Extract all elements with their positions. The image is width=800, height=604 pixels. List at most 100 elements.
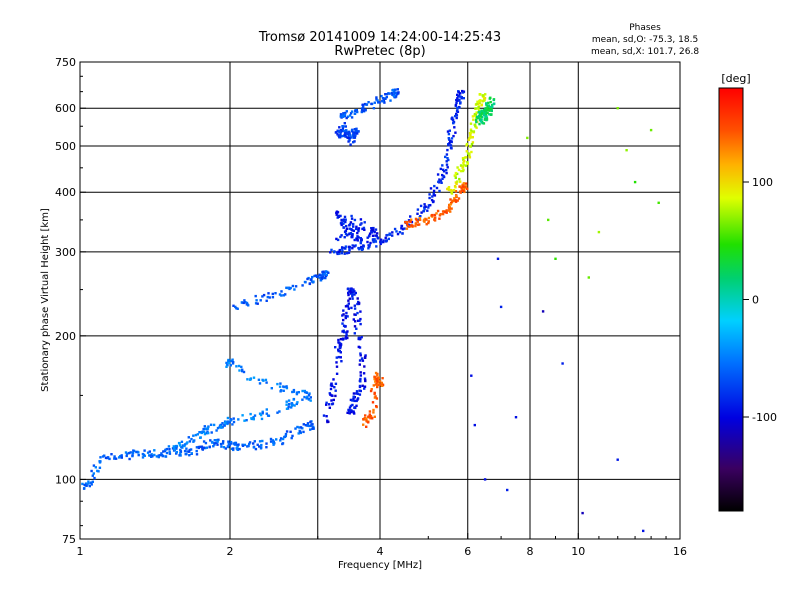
scatter-point (359, 322, 362, 326)
scatter-point (367, 101, 370, 104)
scatter-point (199, 445, 202, 448)
scatter-point (327, 420, 330, 423)
scatter-point (377, 383, 381, 387)
scatter-point (339, 345, 342, 348)
scatter-point (396, 232, 400, 236)
scatter-point (445, 153, 449, 156)
scatter-point (481, 94, 485, 97)
scatter-point (81, 482, 84, 486)
scatter-point (297, 432, 300, 435)
scatter-point (343, 133, 346, 137)
scatter-point (332, 378, 335, 381)
scatter-point (221, 442, 225, 445)
scatter-point (338, 248, 341, 252)
scatter-point (340, 223, 343, 227)
scatter-point (348, 131, 351, 134)
scatter-point (491, 104, 494, 107)
scatter-point (358, 389, 361, 392)
scatter-point (346, 330, 349, 333)
scatter-point (349, 398, 353, 402)
scatter-point (479, 111, 482, 114)
scatter-point (359, 237, 362, 240)
scatter-point (198, 431, 201, 434)
scatter-point (391, 231, 394, 234)
scatter-point (420, 211, 423, 214)
scatter-point (324, 270, 328, 273)
scatter-point (349, 112, 353, 115)
scatter-point (232, 447, 235, 450)
scatter-point (344, 305, 348, 308)
scatter-point (282, 389, 285, 392)
scatter-point (319, 279, 322, 282)
scatter-point (350, 128, 354, 132)
scatter-point (343, 330, 346, 334)
scatter-point (387, 237, 390, 241)
scatter-point (489, 107, 492, 111)
scatter-point (83, 483, 86, 487)
scatter-point (189, 448, 193, 451)
scatter-point (336, 251, 339, 254)
scatter-point (474, 107, 477, 110)
scatter-point (299, 426, 303, 429)
scatter-point (306, 422, 310, 425)
scatter-point (427, 216, 431, 220)
scatter-point (347, 293, 350, 297)
scatter-point (236, 445, 239, 448)
scatter-point (361, 103, 364, 107)
scatter-point (352, 396, 355, 399)
scatter-point (353, 238, 356, 242)
scatter-point (211, 441, 214, 444)
scatter-point (268, 296, 271, 299)
scatter-point (362, 226, 366, 230)
scatter-point (367, 421, 370, 424)
scatter-point (373, 238, 376, 241)
scatter-point (365, 417, 368, 420)
scatter-point (351, 233, 354, 236)
scatter-point (179, 454, 182, 457)
scatter-point (157, 454, 160, 457)
scatter-point (441, 212, 445, 216)
scatter-point (290, 402, 294, 405)
scatter-point (199, 436, 202, 439)
scatter-point (442, 170, 446, 173)
scatter-point (352, 411, 355, 414)
scatter-point (265, 299, 268, 302)
scatter-point (367, 235, 371, 238)
scatter-point (286, 286, 290, 290)
scatter-point (616, 458, 619, 461)
scatter-point (462, 161, 465, 164)
scatter-point (342, 222, 345, 225)
scatter-point (331, 384, 334, 388)
scatter-point (333, 251, 336, 254)
scatter-point (483, 478, 487, 481)
scatter-point (202, 427, 205, 431)
scatter-point (363, 228, 366, 231)
scatter-point (178, 442, 181, 445)
scatter-point (340, 218, 343, 222)
scatter-point (342, 125, 345, 128)
scatter-point (397, 91, 400, 94)
scatter-point (457, 168, 461, 172)
scatter-point (480, 113, 483, 116)
scatter-point (259, 413, 263, 417)
scatter-point (475, 111, 478, 114)
scatter-point (343, 246, 346, 250)
scatter-point (462, 182, 466, 185)
scatter-point (246, 303, 249, 306)
scatter-point (235, 307, 238, 310)
scatter-point (349, 287, 352, 291)
scatter-point (254, 302, 258, 305)
scatter-point (258, 382, 262, 385)
scatter-point (335, 213, 338, 216)
scatter-point (325, 273, 328, 276)
scatter-point (304, 424, 308, 427)
scatter-point (414, 224, 417, 228)
scatter-point (86, 483, 89, 486)
scatter-point (484, 113, 487, 116)
scatter-point (346, 336, 349, 340)
scatter-point (350, 410, 353, 414)
scatter-point (260, 443, 263, 447)
scatter-point (295, 392, 299, 396)
scatter-point (307, 394, 311, 397)
